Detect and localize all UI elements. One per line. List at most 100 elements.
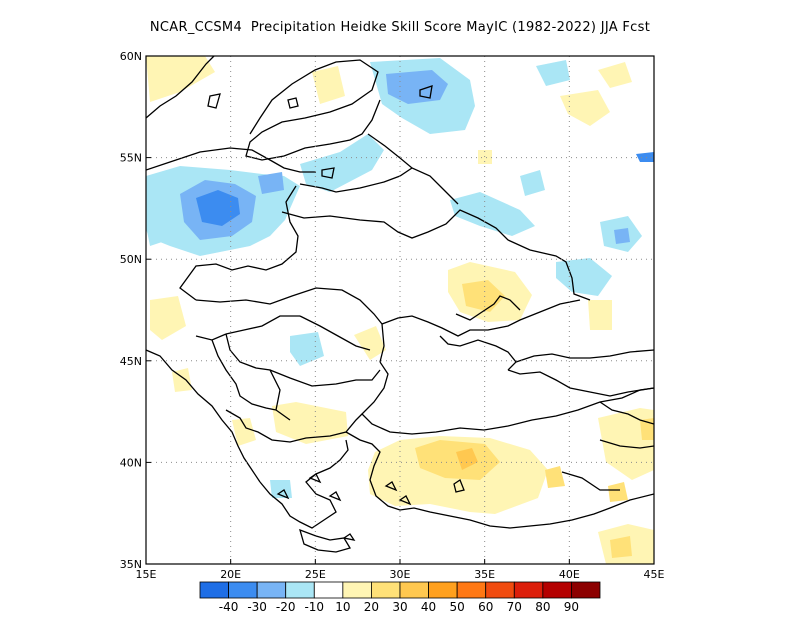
- island: [384, 481, 398, 492]
- coastline: [245, 59, 381, 161]
- border: [281, 209, 591, 301]
- border: [195, 287, 385, 363]
- colorbar-swatch: [428, 581, 458, 599]
- colorbar-label: 60: [478, 600, 493, 614]
- border: [225, 333, 291, 421]
- border: [179, 185, 299, 301]
- colorbar-swatch: [285, 581, 315, 599]
- colorbar-label: -10: [304, 600, 324, 614]
- coastline: [345, 431, 654, 529]
- positive-skill-region: [272, 402, 348, 444]
- colorbar-label: 30: [392, 600, 407, 614]
- colorbar-swatch: [485, 581, 515, 599]
- lon-tick-label: 20E: [220, 568, 241, 581]
- colorbar-label: -30: [247, 600, 267, 614]
- border: [299, 315, 371, 351]
- negative-skill-region: [290, 332, 324, 366]
- negative-skill-region: [196, 190, 240, 226]
- island: [328, 491, 342, 502]
- colorbar-label: 90: [564, 600, 579, 614]
- colorbar-swatch: [228, 581, 258, 599]
- colorbar-label: 50: [450, 600, 465, 614]
- colorbar-label: 80: [535, 600, 550, 614]
- negative-skill-region: [270, 480, 292, 498]
- lon-tick-label: 25E: [305, 568, 326, 581]
- longitude-axis: 15E 20E 25E 30E 35E 40E 45E: [136, 559, 665, 581]
- lon-tick-label: 45E: [644, 568, 665, 581]
- border: [599, 401, 654, 425]
- positive-skill-region: [146, 56, 215, 102]
- island: [453, 479, 465, 493]
- negative-skill-region: [636, 152, 654, 162]
- colorbar-swatch: [513, 581, 544, 599]
- lon-tick-label: 15E: [136, 568, 157, 581]
- negative-skill-region: [520, 170, 545, 196]
- colorbar-swatch: [371, 581, 401, 599]
- border: [269, 369, 381, 387]
- positive-skill-region: [232, 418, 256, 446]
- colorbar: -40 -30 -20 -10 10 20 30 40 50 60 70 80 90: [199, 581, 601, 614]
- lake: [419, 85, 433, 99]
- colorbar-swatch: [456, 581, 487, 599]
- border: [211, 339, 277, 411]
- positive-skill-region: [312, 66, 345, 104]
- lon-tick-label: 30E: [390, 568, 411, 581]
- positive-skill-region: [415, 440, 500, 480]
- positive-skill-region: [150, 296, 186, 340]
- positive-skill-region: [545, 466, 565, 488]
- coastline: [146, 349, 261, 483]
- positive-skill-region: [598, 62, 632, 88]
- colorbar-label: -40: [219, 600, 239, 614]
- lon-tick-label: 35E: [474, 568, 495, 581]
- colorbar-swatch: [571, 581, 601, 599]
- colorbar-swatch: [313, 581, 344, 599]
- positive-skill-region: [456, 448, 478, 470]
- coastline: [287, 97, 299, 109]
- lat-tick-label: 45N: [120, 355, 142, 368]
- colorbar-swatch: [542, 581, 572, 599]
- colorbar-label: 10: [335, 600, 350, 614]
- border: [599, 439, 654, 449]
- coastline: [146, 147, 316, 173]
- negative-skill-region: [536, 60, 570, 86]
- positive-skill-region: [588, 300, 612, 330]
- negative-skill-region: [556, 258, 612, 296]
- coastline: [439, 335, 517, 371]
- coastline: [207, 93, 221, 109]
- lat-tick-label: 50N: [120, 253, 142, 266]
- colorbar-label: 40: [421, 600, 436, 614]
- coastline: [259, 439, 349, 529]
- shaded-field: [146, 56, 654, 564]
- colorbar-swatch: [256, 581, 287, 599]
- coastlines-and-borders: [146, 56, 654, 553]
- positive-skill-region: [560, 90, 610, 126]
- positive-skill-region: [640, 418, 654, 440]
- coastline: [507, 369, 654, 397]
- positive-skill-region: [608, 482, 628, 502]
- border: [561, 471, 620, 491]
- island: [398, 495, 412, 506]
- coastline: [299, 528, 351, 553]
- lat-tick-label: 40N: [120, 456, 142, 469]
- border: [225, 409, 363, 443]
- border: [367, 133, 459, 205]
- lat-tick-label: 60N: [120, 50, 142, 63]
- colorbar-label: 70: [507, 600, 522, 614]
- border: [225, 315, 300, 335]
- coastline: [455, 295, 521, 321]
- negative-skill-region: [386, 70, 448, 104]
- colorbar-swatch: [399, 581, 429, 599]
- coastline: [515, 349, 654, 363]
- lon-tick-label: 40E: [559, 568, 580, 581]
- colorbar-label: 20: [364, 600, 379, 614]
- coastline: [381, 299, 581, 337]
- colorbar-swatch: [342, 581, 372, 599]
- lake: [321, 167, 335, 179]
- colorbar-label: -20: [276, 600, 296, 614]
- figure-title: NCAR_CCSM4 Precipitation Heidke Skill Sc…: [149, 20, 651, 35]
- island: [276, 489, 290, 500]
- negative-skill-region: [300, 134, 384, 192]
- negative-skill-region: [614, 228, 630, 244]
- negative-skill-region: [258, 172, 284, 194]
